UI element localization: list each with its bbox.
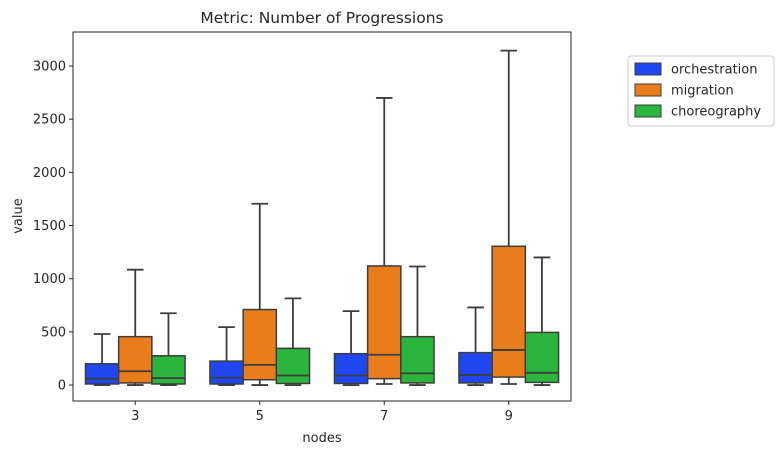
x-tick-label: 7 — [380, 409, 388, 424]
box-migration-5 — [242, 202, 278, 386]
box-body — [242, 308, 278, 381]
box-body — [400, 335, 435, 384]
legend-swatch-orchestration — [634, 62, 662, 76]
box-body — [84, 363, 120, 385]
y-tick-label: 1000 — [33, 272, 66, 287]
x-axis: 3 5 7 9 — [131, 401, 513, 424]
box-body — [458, 351, 493, 384]
box-body — [151, 355, 186, 385]
x-tick-label: 9 — [505, 409, 513, 424]
box-migration-7 — [366, 97, 402, 385]
x-tick-label: 5 — [256, 409, 264, 424]
box-body — [366, 265, 402, 380]
chart-title: Metric: Number of Progressions — [200, 9, 443, 27]
box-body — [117, 335, 153, 384]
box-body — [333, 352, 369, 385]
legend-label-orchestration: orchestration — [671, 63, 757, 78]
box-migration-9 — [491, 49, 527, 385]
y-axis-label: value — [11, 198, 26, 234]
legend-label-choreography: choreography — [671, 105, 761, 120]
box-body — [524, 331, 560, 384]
box-body — [209, 360, 244, 385]
x-tick-label: 3 — [131, 409, 139, 424]
legend-swatch-choreography — [634, 104, 662, 118]
plot-frame — [72, 31, 572, 402]
legend-frame — [627, 55, 775, 127]
legend: orchestration migration choreography — [627, 55, 775, 127]
box-orchestration-7 — [333, 310, 369, 386]
box-choreography-7 — [400, 265, 435, 386]
box-choreography-9 — [524, 256, 560, 386]
box-orchestration-9 — [458, 306, 493, 386]
box-choreography-3 — [151, 312, 186, 386]
y-tick-label: 3000 — [33, 60, 66, 75]
boxes-layer — [84, 49, 560, 386]
box-body — [491, 245, 527, 378]
y-tick-label: 1500 — [33, 219, 66, 234]
y-tick-label: 500 — [41, 325, 66, 340]
box-body — [275, 347, 311, 385]
legend-label-migration: migration — [671, 84, 734, 99]
box-migration-3 — [117, 268, 153, 386]
legend-swatch-migration — [634, 83, 662, 97]
y-axis: 0 500 1000 1500 2000 2500 3000 — [33, 60, 73, 394]
y-tick-label: 2000 — [33, 166, 66, 181]
box-choreography-5 — [275, 297, 311, 386]
box-orchestration-5 — [209, 326, 244, 386]
box-orchestration-3 — [84, 333, 120, 386]
x-axis-label: nodes — [302, 431, 341, 446]
y-tick-label: 0 — [58, 379, 66, 394]
y-tick-label: 2500 — [33, 113, 66, 128]
